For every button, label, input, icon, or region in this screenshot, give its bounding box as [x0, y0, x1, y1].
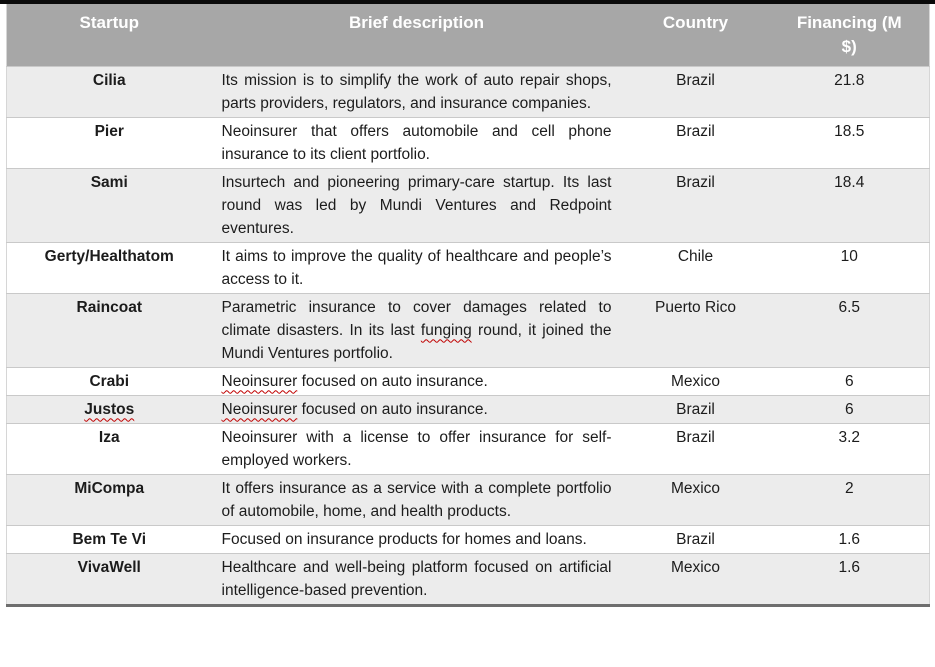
column-header-financing: Financing (M $): [769, 4, 930, 66]
brief-description-cell: Neoinsurer that offers automobile and ce…: [211, 116, 622, 168]
brief-description-cell: It offers insurance as a service with a …: [211, 473, 622, 525]
financing-amount-cell: 3.2: [769, 422, 930, 474]
brief-description-cell: Focused on insurance products for homes …: [211, 524, 622, 553]
column-header-startup: Startup: [6, 4, 212, 66]
startups-financing-table: Startup Brief description Country Financ…: [6, 4, 930, 607]
table-row: Cilia Its mission is to simplify the work…: [6, 65, 930, 117]
country-cell: Brazil: [621, 394, 770, 423]
startup-name-cell: Crabi: [6, 366, 212, 395]
country-cell: Brazil: [621, 167, 770, 242]
document-body: Startup Brief description Country Financ…: [6, 4, 930, 607]
financing-amount-cell: 1.6: [769, 524, 930, 553]
brief-description-cell: Insurtech and pioneering primary-care st…: [211, 167, 622, 242]
financing-amount-cell: 2: [769, 473, 930, 525]
brief-description-cell: Neoinsurer with a license to offer insur…: [211, 422, 622, 474]
startup-name-cell: MiCompa: [6, 473, 212, 525]
country-cell: Brazil: [621, 422, 770, 474]
brief-description-cell: Its mission is to simplify the work of a…: [211, 65, 622, 117]
country-cell: Brazil: [621, 524, 770, 553]
brief-description-cell: Neoinsurer focused on auto insurance.: [211, 394, 622, 423]
table-row: VivaWell Healthcare and well-being platfo…: [6, 552, 930, 605]
column-header-financing-label: Financing (M $): [796, 13, 902, 56]
table-row: MiCompa It offers insurance as a service …: [6, 473, 930, 525]
financing-amount-cell: 1.6: [769, 552, 930, 605]
table-row: Sami Insurtech and pioneering primary-car…: [6, 167, 930, 242]
financing-amount-cell: 18.5: [769, 116, 930, 168]
financing-amount-cell: 6: [769, 366, 930, 395]
column-header-brief-description: Brief description: [211, 4, 622, 66]
page-top-rule: [0, 0, 935, 4]
table-row: Justos Neoinsurer focused on auto insuran…: [6, 394, 930, 423]
startup-name-cell: Bem Te Vi: [6, 524, 212, 553]
country-cell: Chile: [621, 241, 770, 293]
startup-name-cell: Raincoat: [6, 292, 212, 367]
financing-amount-cell: 6.5: [769, 292, 930, 367]
table-header-row: Startup Brief description Country Financ…: [6, 4, 930, 66]
financing-amount-cell: 21.8: [769, 65, 930, 117]
table-row: Pier Neoinsurer that offers automobile an…: [6, 116, 930, 168]
country-cell: Mexico: [621, 552, 770, 605]
startup-name-cell: Sami: [6, 167, 212, 242]
startup-name-cell: Justos: [6, 394, 212, 423]
country-cell: Brazil: [621, 116, 770, 168]
table-row: Iza Neoinsurer with a license to offer in…: [6, 422, 930, 474]
table-row: Crabi Neoinsurer focused on auto insuranc…: [6, 366, 930, 395]
brief-description-cell: Healthcare and well-being platform focus…: [211, 552, 622, 605]
startup-name-cell: VivaWell: [6, 552, 212, 605]
country-cell: Puerto Rico: [621, 292, 770, 367]
country-cell: Mexico: [621, 366, 770, 395]
financing-amount-cell: 18.4: [769, 167, 930, 242]
startup-name-cell: Iza: [6, 422, 212, 474]
country-cell: Brazil: [621, 65, 770, 117]
startup-name-cell: Cilia: [6, 65, 212, 117]
table-row: Raincoat Parametric insurance to cover da…: [6, 292, 930, 367]
brief-description-cell: Parametric insurance to cover damages re…: [211, 292, 622, 367]
financing-amount-cell: 6: [769, 394, 930, 423]
startup-name-cell: Gerty/Healthatom: [6, 241, 212, 293]
column-header-country: Country: [621, 4, 770, 66]
table-row: Gerty/Healthatom It aims to improve the q…: [6, 241, 930, 293]
financing-amount-cell: 10: [769, 241, 930, 293]
startup-name-cell: Pier: [6, 116, 212, 168]
brief-description-cell: It aims to improve the quality of health…: [211, 241, 622, 293]
table-row: Bem Te Vi Focused on insurance products f…: [6, 524, 930, 553]
country-cell: Mexico: [621, 473, 770, 525]
brief-description-cell: Neoinsurer focused on auto insurance.: [211, 366, 622, 395]
